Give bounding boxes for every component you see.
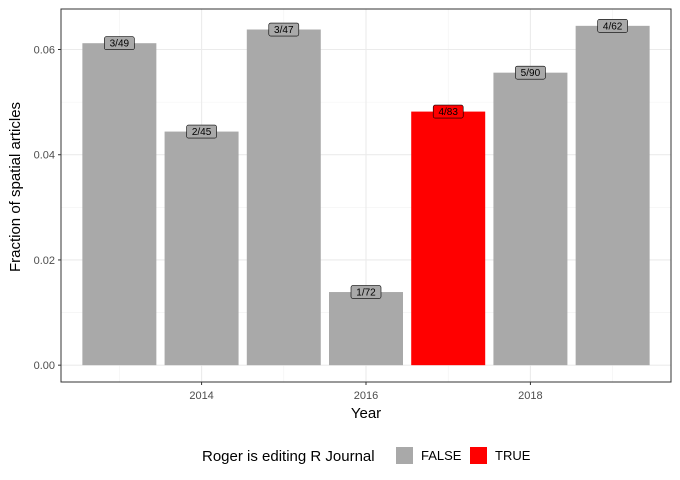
- bar-2013: [82, 43, 157, 366]
- bar-2015: [246, 29, 321, 366]
- bar-label: 4/62: [597, 19, 628, 33]
- bar-label: 4/83: [432, 104, 464, 119]
- y-tick-label: 0.00: [34, 360, 55, 372]
- bar-label-text: 5/90: [521, 68, 541, 79]
- bars: [82, 25, 650, 366]
- bar-label-box: [515, 65, 546, 80]
- bar-label-box: [432, 104, 464, 119]
- legend-key-false: [396, 447, 413, 464]
- legend-label-true: TRUE: [495, 448, 531, 463]
- bar-label-box: [104, 36, 135, 50]
- x-tick-label: 2016: [354, 390, 378, 402]
- bar-2019: [575, 25, 650, 366]
- axis-ticks: 0.00 0.02 0.04 0.06 2014 2016 2018: [34, 45, 543, 402]
- x-tick-label: 2014: [189, 390, 213, 402]
- y-tick-label: 0.02: [34, 255, 55, 267]
- bar-label: 1/72: [350, 285, 382, 299]
- bar-label: 5/90: [515, 65, 546, 80]
- bar-label-text: 2/45: [192, 127, 212, 138]
- bar-label-text: 3/47: [274, 25, 294, 36]
- bar-label-box: [186, 124, 217, 139]
- x-tick-label: 2018: [518, 390, 542, 402]
- y-tick-label: 0.06: [34, 45, 55, 57]
- bar-label-box: [350, 285, 382, 299]
- bar-2017: [411, 111, 486, 366]
- legend-title: Roger is editing R Journal: [202, 448, 375, 465]
- bar-label-text: 4/62: [603, 21, 623, 32]
- bar-label: 2/45: [186, 124, 217, 139]
- bar-2016: [329, 292, 403, 366]
- bar-label-box: [597, 19, 628, 33]
- legend: Roger is editing R Journal FALSE TRUE: [202, 447, 531, 465]
- bar-labels: 3/49 2/45 3/47 1/72 4/83 5/90 4/62: [104, 19, 628, 299]
- bar-label-text: 4/83: [438, 107, 458, 118]
- bar-label-box: [268, 22, 300, 37]
- legend-label-false: FALSE: [421, 448, 462, 463]
- bar-label: 3/49: [104, 36, 135, 50]
- x-axis-title: Year: [351, 405, 381, 422]
- y-axis-title: Fraction of spatial articles: [7, 102, 24, 272]
- bar-label-text: 3/49: [110, 39, 130, 50]
- y-tick-label: 0.04: [34, 150, 55, 162]
- bar-label: 3/47: [268, 22, 300, 37]
- bar-2014: [164, 131, 239, 366]
- bar-2018: [493, 72, 568, 366]
- bar-label-text: 1/72: [356, 288, 376, 299]
- legend-key-true: [470, 447, 487, 464]
